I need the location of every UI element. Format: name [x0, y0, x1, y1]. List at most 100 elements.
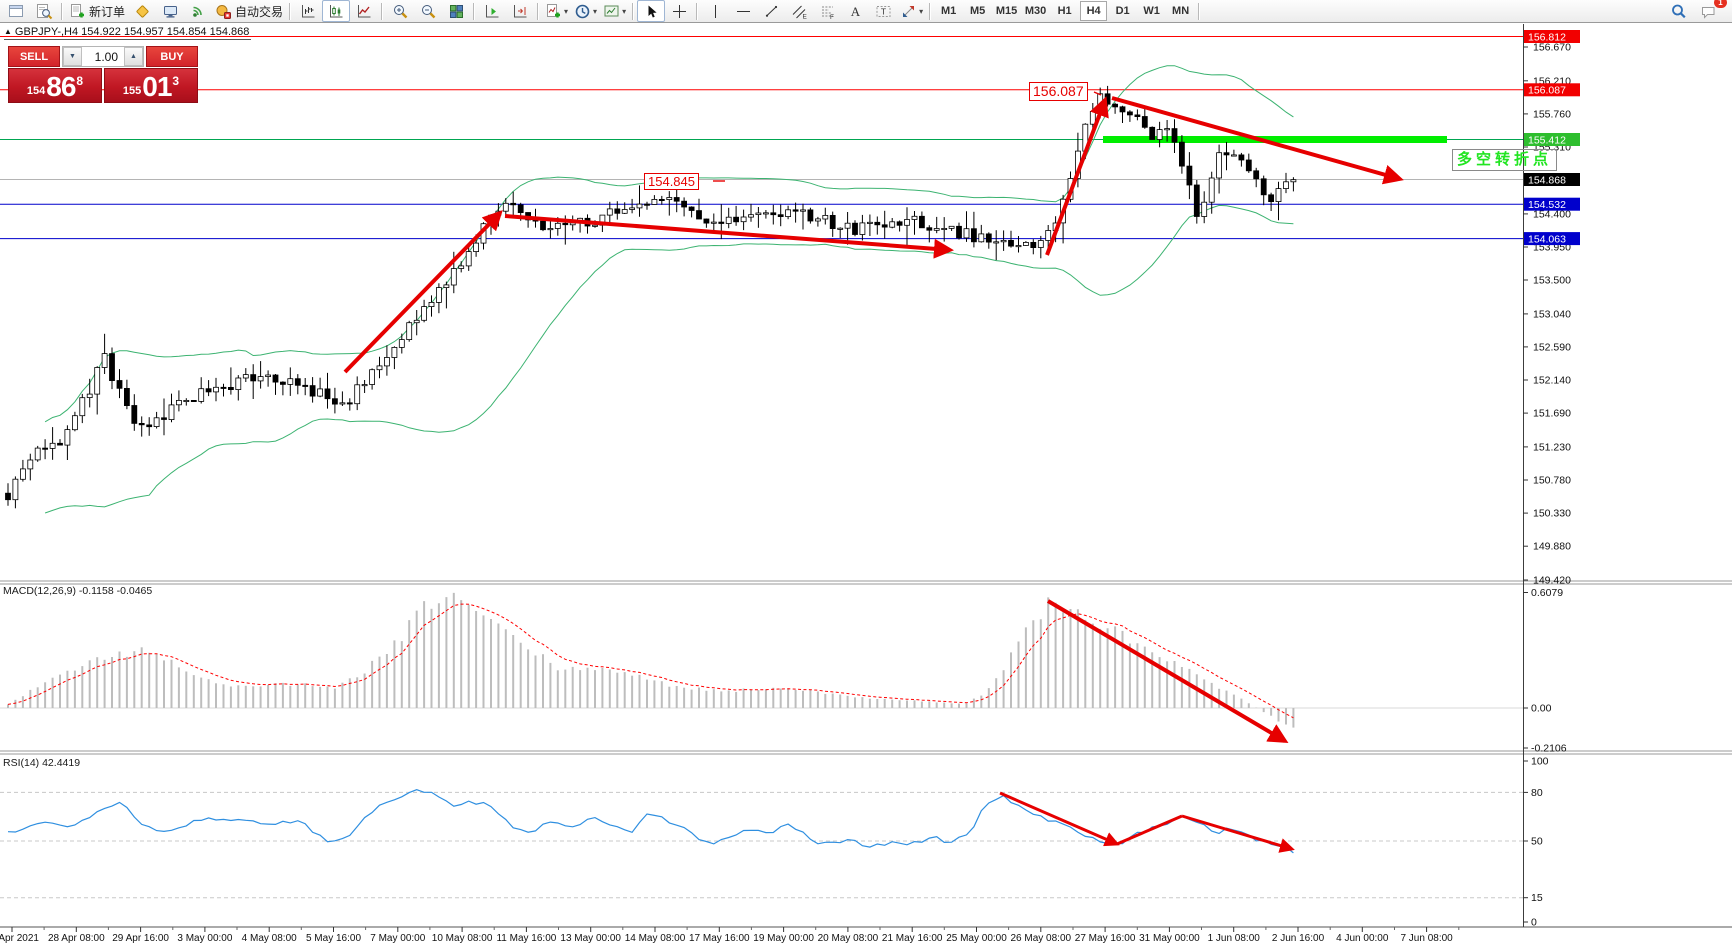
svg-text:154.868: 154.868: [1528, 174, 1566, 186]
trendline-button[interactable]: [757, 0, 785, 22]
svg-text:0: 0: [1531, 917, 1537, 929]
svg-text:F: F: [830, 14, 834, 20]
volume-value[interactable]: 1.00: [94, 49, 118, 64]
timeframe-h1-button[interactable]: H1: [1057, 5, 1072, 17]
svg-text:21 May 16:00: 21 May 16:00: [882, 933, 943, 944]
crosshair-icon: [671, 3, 688, 20]
peak-price-label[interactable]: 156.087: [1029, 82, 1088, 101]
svg-text:-0.2106: -0.2106: [1531, 743, 1567, 755]
autotrade-button[interactable]: 自动交易: [212, 0, 286, 22]
toolbar-button-label: 自动交易: [235, 4, 284, 19]
new-order-button[interactable]: 新订单: [66, 0, 128, 22]
channel-button[interactable]: E: [785, 0, 813, 22]
window-button[interactable]: [2, 0, 30, 22]
arrows-button[interactable]: ▾: [897, 0, 926, 22]
chevron-down-icon: ▾: [593, 6, 598, 16]
candlestick-button[interactable]: [322, 0, 351, 22]
timeframe-m1-button[interactable]: M1: [940, 5, 957, 17]
trendline-icon: [763, 3, 780, 20]
chevron-down-icon: ▾: [622, 6, 627, 16]
bollinger-bands: [44, 65, 1294, 514]
svg-text:150.780: 150.780: [1533, 475, 1571, 487]
cursor-button[interactable]: [637, 0, 666, 22]
zoom-page-button[interactable]: [30, 0, 58, 22]
indicators-icon: [545, 3, 562, 20]
sell-button[interactable]: SELL: [8, 46, 60, 67]
timeframe-h4-button[interactable]: H4: [1080, 1, 1108, 21]
vline-button[interactable]: [701, 0, 729, 22]
terminal-icon: [162, 3, 179, 20]
zoom-in-icon: [392, 3, 409, 20]
line-chart-button[interactable]: [350, 0, 378, 22]
horizontal-level-lines[interactable]: [0, 36, 1523, 240]
svg-text:E: E: [802, 13, 807, 20]
toolbar-separator: [696, 2, 699, 20]
text-icon: A: [847, 3, 864, 20]
indicators-button[interactable]: ▾: [542, 0, 571, 22]
period-button[interactable]: ▾: [571, 0, 600, 22]
timeframe-m30-button[interactable]: M30: [1024, 5, 1047, 17]
notification-badge: 1: [1714, 0, 1727, 8]
signal-button[interactable]: [184, 0, 212, 22]
new-order-icon: [69, 3, 86, 20]
text-button[interactable]: A: [841, 0, 869, 22]
timeframe-m5-button[interactable]: M5: [969, 5, 986, 17]
zoom-out-button[interactable]: [414, 0, 442, 22]
svg-text:10 May 08:00: 10 May 08:00: [432, 933, 493, 944]
chart-shift-button[interactable]: [506, 0, 534, 22]
bar-chart-button[interactable]: [294, 0, 322, 22]
zoom-in-button[interactable]: [386, 0, 414, 22]
timeframe-w1-button[interactable]: W1: [1143, 5, 1160, 17]
sell-price-panel[interactable]: 154 86 8: [8, 68, 102, 103]
fibonacci-button[interactable]: F: [813, 0, 841, 22]
toolbar-separator: [929, 2, 932, 20]
period-icon: [574, 3, 591, 20]
svg-text:17 May 16:00: 17 May 16:00: [689, 933, 750, 944]
terminal-button[interactable]: [156, 0, 184, 22]
crosshair-button[interactable]: [665, 0, 693, 22]
volume-decrease-button[interactable]: ▼: [63, 47, 82, 66]
chat-button[interactable]: 1: [1694, 0, 1727, 22]
trend-arrows[interactable]: [343, 91, 1404, 853]
window-icon: [8, 3, 25, 20]
svg-text:13 May 00:00: 13 May 00:00: [560, 933, 621, 944]
ask-point: 3: [172, 74, 180, 88]
timeframe-m15-button[interactable]: M15: [995, 5, 1018, 17]
svg-text:80: 80: [1531, 787, 1543, 799]
timeframe-d1-button[interactable]: D1: [1115, 5, 1130, 17]
template-button[interactable]: ▾: [600, 0, 629, 22]
timeframe-mn-button[interactable]: MN: [1172, 5, 1190, 17]
svg-text:29 Apr 16:00: 29 Apr 16:00: [112, 933, 169, 944]
svg-text:25 May 00:00: 25 May 00:00: [946, 933, 1007, 944]
zoom-out-icon: [420, 3, 437, 20]
buy-price-panel[interactable]: 155 01 3: [104, 68, 198, 103]
line-chart-icon: [356, 3, 373, 20]
svg-text:A: A: [850, 4, 860, 19]
svg-text:4 May 08:00: 4 May 08:00: [242, 933, 297, 944]
range-price-label[interactable]: 154.845: [644, 173, 699, 190]
bar-chart-icon: [300, 3, 317, 20]
pivot-note-label[interactable]: 多空转折点: [1452, 149, 1558, 171]
autoscroll-button[interactable]: [478, 0, 506, 22]
svg-text:154.400: 154.400: [1533, 208, 1571, 220]
buy-button[interactable]: BUY: [146, 46, 198, 67]
search-button[interactable]: [1664, 0, 1692, 22]
toolbar-separator: [61, 2, 63, 20]
hline-button[interactable]: [729, 0, 757, 22]
candlesticks: [5, 85, 1297, 509]
package-button[interactable]: [128, 0, 156, 22]
svg-text:0.6079: 0.6079: [1531, 587, 1563, 599]
toolbar-separator: [537, 2, 540, 20]
svg-text:50: 50: [1531, 836, 1543, 848]
label-button[interactable]: T: [869, 0, 897, 22]
package-icon: [134, 3, 151, 20]
chart-shift-icon: [512, 3, 529, 20]
ask-prefix: 155: [122, 85, 142, 97]
tile-windows-button[interactable]: [442, 0, 470, 22]
toolbar-separator: [632, 2, 635, 20]
volume-increase-button[interactable]: ▲: [124, 47, 143, 66]
toolbar-separator: [473, 2, 476, 20]
svg-text:100: 100: [1531, 756, 1549, 768]
